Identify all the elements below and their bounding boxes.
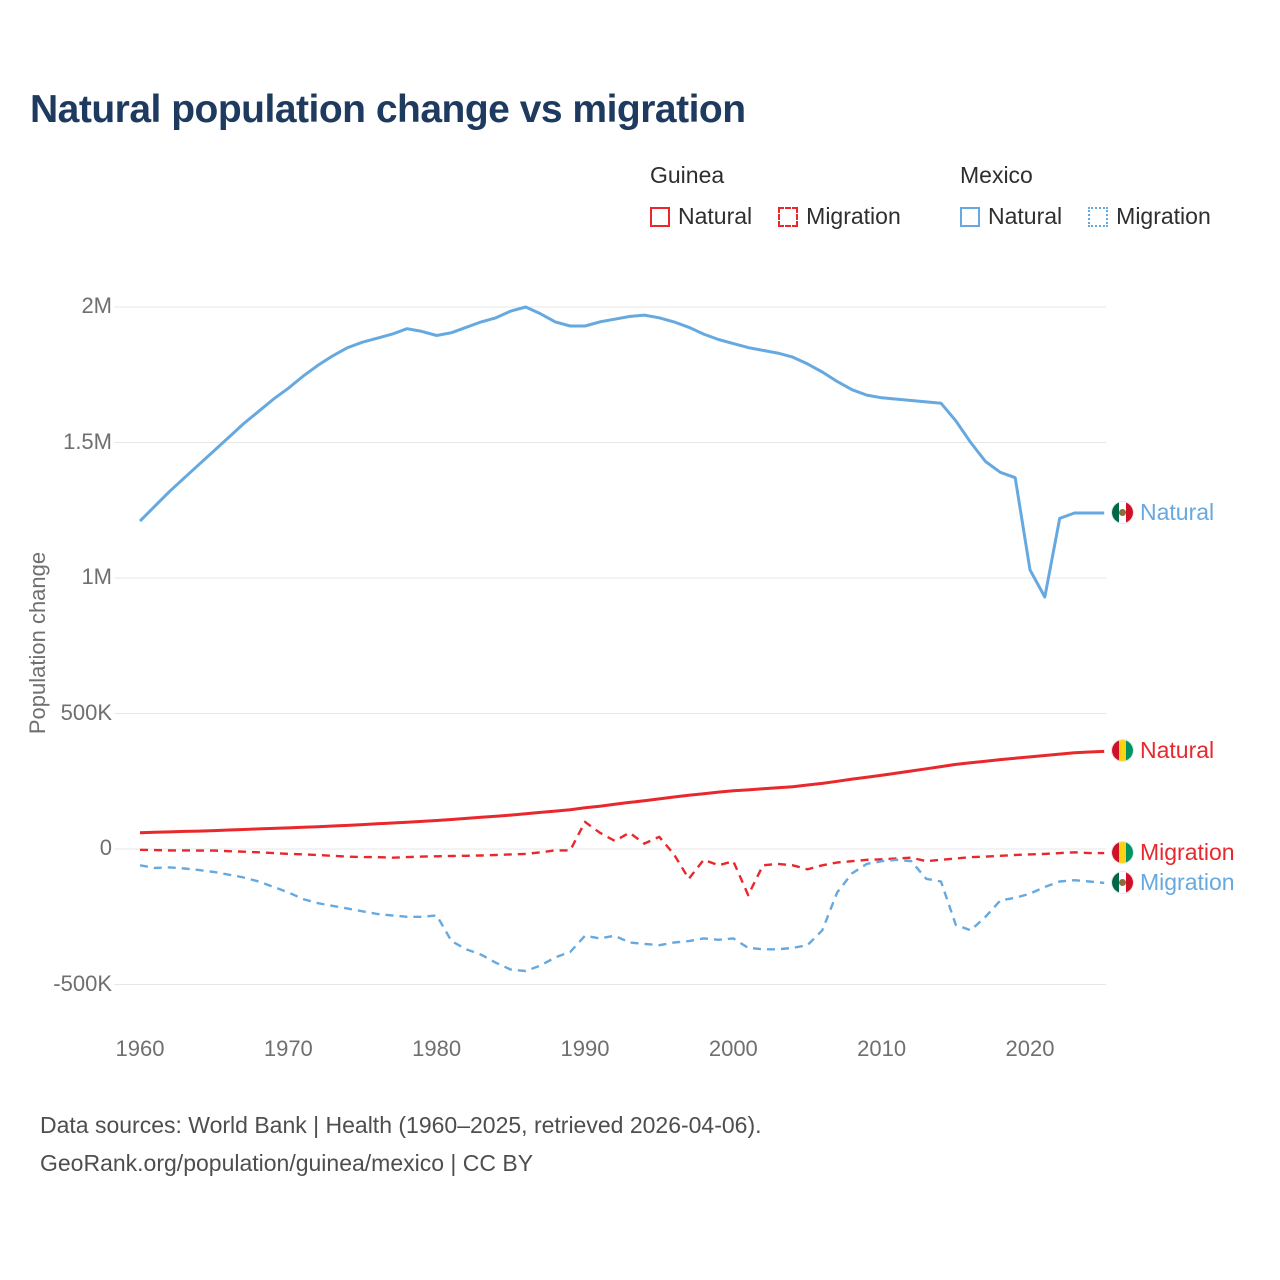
x-tick-label: 1990 (560, 1036, 610, 1061)
x-tick-label: 1970 (263, 1036, 313, 1061)
guinea-flag-icon (1112, 740, 1133, 762)
legend-item-label: Natural (988, 203, 1063, 229)
mexico-emblem (1119, 878, 1126, 886)
x-tick-label: 1960 (115, 1036, 165, 1061)
x-tick-label: 2000 (708, 1036, 758, 1061)
mexico-emblem (1119, 508, 1126, 516)
legend-item-label: Natural (678, 203, 753, 229)
legend-country-mexico: Mexico (960, 162, 1033, 188)
series-line-guinea-migration (139, 820, 1105, 897)
legend-item-mexico-natural[interactable]: Natural (960, 203, 1062, 230)
mexico-flag-icon (1112, 501, 1133, 523)
footer-data-sources: Data sources: World Bank | Health (1960–… (40, 1112, 762, 1138)
y-tick-label: -500K (53, 970, 112, 996)
end-label-text: Migration (1140, 868, 1235, 895)
legend-item-label: Migration (806, 203, 901, 229)
legend-item-guinea-migration[interactable]: Migration (778, 203, 901, 230)
y-tick-label: 1M (81, 564, 112, 589)
x-tick-label: 1980 (412, 1036, 462, 1061)
guinea-flag-icon (1112, 842, 1133, 864)
x-tick-label: 2010 (857, 1036, 907, 1061)
legend-swatch-icon (650, 206, 670, 227)
end-label-text: Migration (1140, 839, 1235, 866)
legend-swatch-icon (1088, 206, 1109, 227)
legend-swatch-icon (960, 206, 980, 227)
y-tick-label: 500K (60, 699, 112, 725)
end-label-mexico-natural: Natural (1112, 499, 1214, 526)
y-tick-label: 2M (81, 293, 112, 318)
series-line-mexico-migration (139, 858, 1105, 973)
legend-swatch-icon (778, 206, 799, 227)
end-label-mexico-migration: Migration (1112, 869, 1235, 896)
end-label-guinea-migration: Migration (1112, 839, 1235, 866)
series-line-guinea-natural (139, 749, 1105, 835)
end-label-text: Natural (1140, 498, 1215, 525)
page-title: Natural population change vs migration (30, 88, 746, 131)
legend-item-mexico-migration[interactable]: Migration (1088, 203, 1211, 230)
legend-country-guinea: Guinea (650, 162, 725, 188)
legend-item-label: Migration (1116, 203, 1211, 229)
legend-item-guinea-natural[interactable]: Natural (650, 203, 752, 230)
y-tick-label: 0 (99, 835, 112, 860)
series-line-mexico-natural (138, 305, 1105, 599)
y-tick-label: 1.5M (63, 428, 112, 454)
footer-attribution: GeoRank.org/population/guinea/mexico | C… (40, 1150, 534, 1176)
end-label-guinea-natural: Natural (1112, 737, 1214, 764)
legend-group-mexico: Mexico Natural Migration (960, 162, 1211, 230)
end-label-text: Natural (1140, 737, 1215, 764)
legend-group-guinea: Guinea Natural Migration (650, 162, 901, 230)
x-tick-label: 2020 (1005, 1036, 1055, 1061)
mexico-flag-icon (1112, 871, 1133, 893)
